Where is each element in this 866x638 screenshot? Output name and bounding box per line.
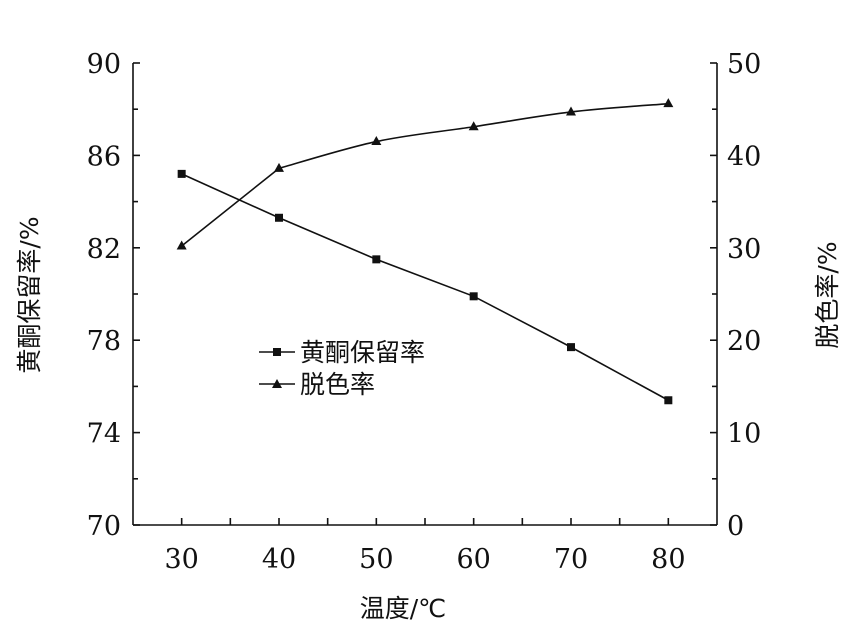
x-tick-label: 50 bbox=[359, 544, 393, 575]
right-tick-label: 30 bbox=[727, 234, 761, 265]
data-point-square bbox=[177, 169, 186, 178]
series-line bbox=[181, 102, 669, 247]
data-point-triangle bbox=[663, 98, 674, 108]
legend: 黄酮保留率 脱色率 bbox=[259, 338, 425, 399]
data-point-square bbox=[372, 255, 381, 264]
data-point-triangle bbox=[176, 240, 187, 250]
data-point-square bbox=[664, 396, 673, 405]
data-point-square bbox=[275, 213, 283, 222]
right-tick-label: 40 bbox=[727, 141, 761, 172]
series-retention bbox=[177, 169, 673, 405]
x-tick-label: 70 bbox=[554, 544, 588, 575]
x-axis-title: 温度/℃ bbox=[360, 594, 447, 623]
data-point-triangle bbox=[371, 136, 382, 146]
x-tick-label: 60 bbox=[456, 544, 490, 575]
data-point-triangle bbox=[274, 162, 284, 172]
right-tick-label: 50 bbox=[727, 49, 761, 80]
axes: 30 40 50 60 70 80 70 74 78 82 86 90 0 10 20 30 40 50 bbox=[87, 49, 762, 575]
legend-marker-retention bbox=[273, 348, 281, 356]
left-tick-label: 70 bbox=[87, 511, 121, 542]
right-tick-label: 20 bbox=[727, 326, 761, 357]
right-axis-title: 脱色率/% bbox=[813, 241, 842, 348]
left-tick-label: 82 bbox=[87, 234, 121, 265]
left-tick-label: 86 bbox=[87, 141, 121, 172]
legend-label-retention: 黄酮保留率 bbox=[300, 338, 425, 367]
x-tick-label: 40 bbox=[262, 544, 296, 575]
x-tick-label: 80 bbox=[651, 544, 685, 575]
legend-marker-decolor bbox=[272, 379, 282, 388]
series-decolor bbox=[176, 98, 674, 250]
left-tick-label: 74 bbox=[87, 419, 121, 450]
x-tick-label: 30 bbox=[164, 544, 198, 575]
series-line bbox=[181, 173, 669, 401]
right-tick-label: 0 bbox=[727, 511, 744, 542]
data-point-triangle bbox=[566, 106, 576, 116]
data-point-square bbox=[567, 343, 575, 352]
data-point-square bbox=[469, 292, 478, 301]
data-point-triangle bbox=[468, 121, 479, 131]
left-axis-title: 黄酮保留率/% bbox=[15, 216, 44, 373]
legend-label-decolor: 脱色率 bbox=[300, 370, 375, 399]
series-layer bbox=[176, 98, 674, 405]
left-tick-label: 90 bbox=[87, 49, 121, 80]
right-tick-label: 10 bbox=[727, 419, 761, 450]
left-tick-label: 78 bbox=[87, 326, 121, 357]
